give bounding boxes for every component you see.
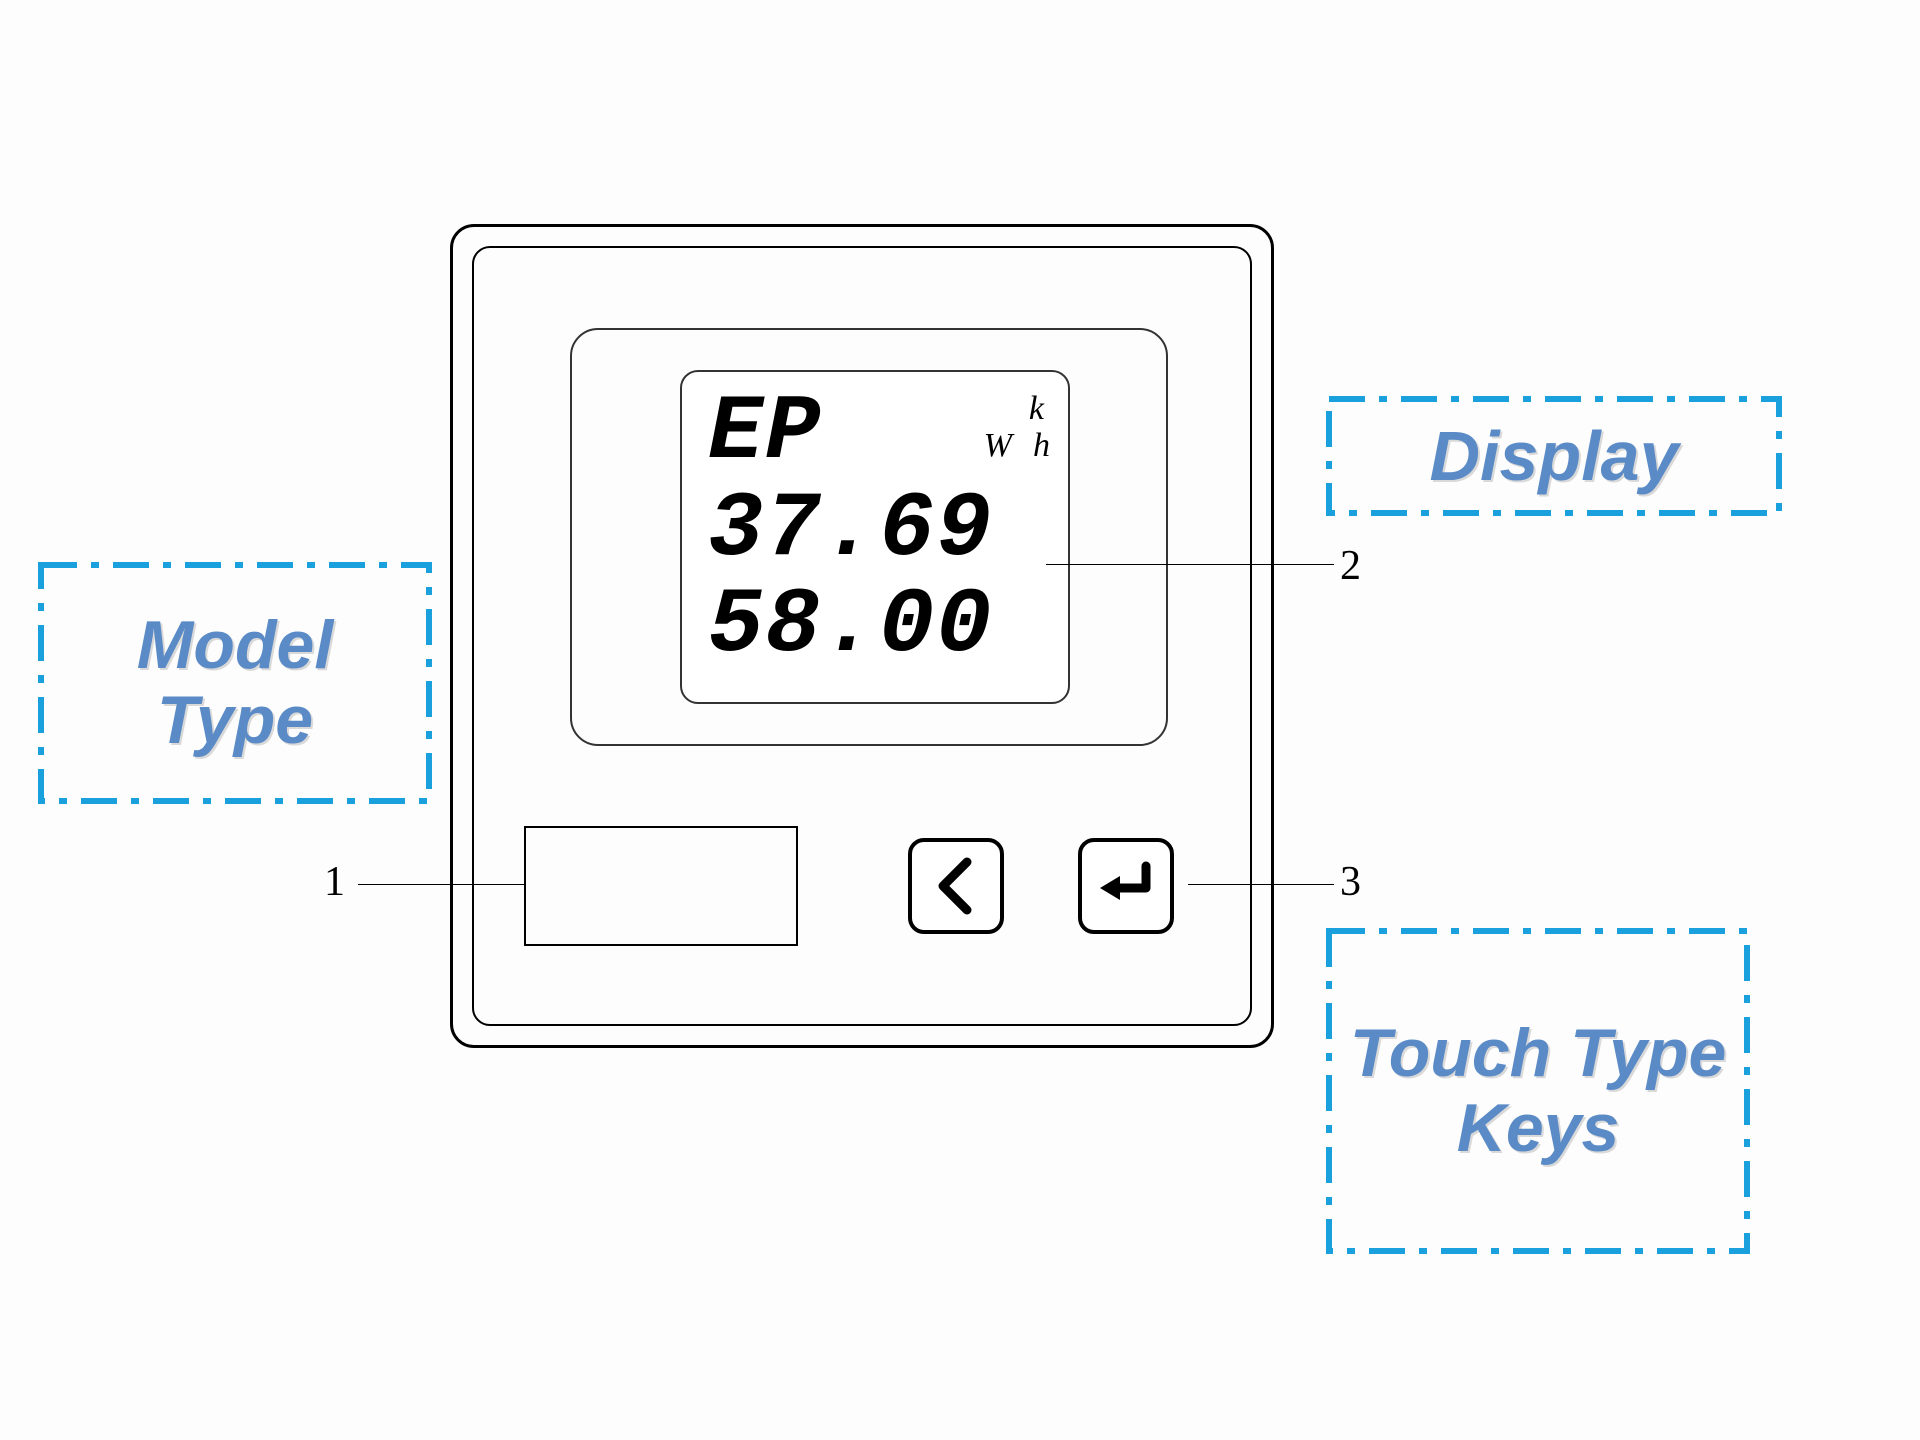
callout-number-1: 1 — [324, 858, 345, 906]
enter-button[interactable] — [1078, 838, 1174, 934]
lcd-line-3: 58.00 — [708, 573, 993, 678]
label-box-display: Display — [1326, 396, 1782, 516]
back-button[interactable] — [908, 838, 1004, 934]
lcd-unit-k: k — [1029, 390, 1044, 428]
leader-line-1 — [358, 884, 524, 885]
lcd-line-1: EP — [708, 380, 822, 485]
lcd-unit-w: W — [984, 427, 1012, 465]
callout-number-2: 2 — [1340, 542, 1361, 590]
lcd-screen: EP 37.69 58.00 k W h — [680, 370, 1070, 704]
enter-icon — [1096, 858, 1156, 914]
leader-line-3 — [1188, 884, 1334, 885]
leader-line-2 — [1046, 564, 1334, 565]
callout-number-3: 3 — [1340, 858, 1361, 906]
chevron-left-icon — [931, 856, 981, 916]
lcd-unit-h: h — [1033, 427, 1050, 465]
label-box-touch-keys: Touch Type Keys — [1326, 928, 1750, 1254]
diagram-canvas: EP 37.69 58.00 k W h 1 2 3 Model Type Di… — [0, 0, 1920, 1440]
model-type-slot — [524, 826, 798, 946]
lcd-line-2: 37.69 — [708, 477, 993, 582]
label-box-model-type: Model Type — [38, 562, 432, 804]
